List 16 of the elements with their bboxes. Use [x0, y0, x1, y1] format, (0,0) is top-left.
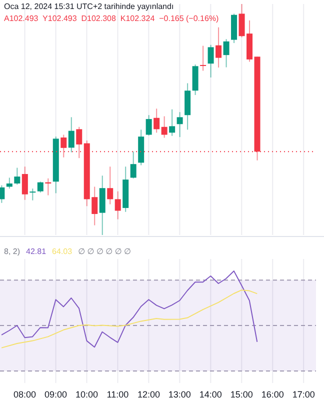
x-tick-label: 15:00	[230, 389, 253, 400]
x-tick-label: 08:00	[14, 389, 36, 400]
x-tick-label: 10:00	[75, 389, 98, 400]
x-tick-label: 17:00	[292, 389, 315, 400]
x-tick-label: 16:00	[261, 389, 284, 400]
x-tick-label: 14:00	[199, 389, 222, 400]
text: 8, 2)	[4, 247, 20, 256]
annotation: A102.493 Y102.493 D102.308 K102.324 −0.165 (−0.16%)	[4, 14, 219, 23]
x-tick-label: 12:00	[137, 389, 160, 400]
annotation: Oca 12, 2024 15:31 UTC+2 tarihinde yayınlandı	[4, 2, 175, 11]
x-tick-label: 11:00	[106, 389, 129, 400]
text: 42.81	[26, 247, 46, 256]
text: ∅ ∅ ∅ ∅ ∅ ∅	[78, 247, 132, 256]
text: 64.03	[52, 247, 72, 256]
x-tick-label: 13:00	[168, 389, 191, 400]
x-tick-label: 09:00	[44, 389, 68, 400]
